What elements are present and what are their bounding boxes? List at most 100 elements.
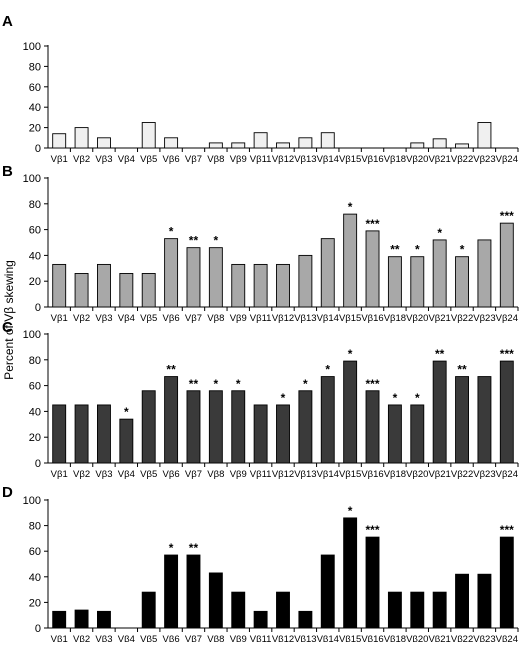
bar [276,591,290,629]
significance-marker: * [348,504,353,518]
x-tick-label: Vβ12 [272,634,294,642]
significance-marker: *** [500,347,514,361]
bar [298,610,313,629]
x-tick-label: Vβ8 [207,634,224,642]
panel-label-D: D [2,484,13,501]
bar [253,610,268,629]
x-tick-label: Vβ6 [163,634,180,642]
x-tick-label: Vβ3 [95,634,112,642]
significance-marker: *** [366,523,380,537]
bar [52,133,67,149]
significance-marker: * [169,225,174,239]
bar [253,404,268,464]
bar [387,256,402,308]
bar [52,610,67,629]
x-tick-label: Vβ14 [317,313,339,324]
bar [455,376,469,464]
significance-marker: * [393,391,398,405]
significance-marker: * [214,377,219,391]
x-tick-label: Vβ3 [95,154,112,165]
x-tick-label: Vβ13 [294,154,316,165]
bar [387,404,402,464]
bar [320,554,335,629]
significance-marker: * [236,377,241,391]
significance-marker: ** [457,363,467,377]
x-tick-label: Vβ7 [185,313,202,324]
x-tick-label: Vβ2 [73,313,90,324]
bar [499,222,514,308]
x-tick-label: Vβ8 [207,469,224,480]
bar [365,536,380,629]
x-tick-label: Vβ22 [451,313,473,324]
bar [208,390,223,464]
bar [141,122,156,149]
significance-marker: * [303,377,308,391]
x-tick-label: Vβ16 [361,634,383,642]
bar [186,554,201,629]
x-tick-label: Vβ16 [361,313,383,324]
x-tick-label: Vβ21 [428,469,450,480]
bar [52,404,67,464]
x-tick-label: Vβ12 [272,469,294,480]
y-tick-label: 100 [23,495,41,507]
bar [208,572,223,629]
x-tick-label: Vβ20 [406,634,428,642]
significance-marker: * [348,200,353,214]
significance-marker: * [415,243,420,257]
bar [231,390,246,464]
x-tick-label: Vβ1 [51,634,68,642]
significance-marker: *** [500,209,514,223]
bar [343,517,358,629]
bar [477,239,492,308]
x-tick-label: Vβ15 [339,469,361,480]
significance-marker: *** [500,523,514,537]
x-tick-label: Vβ16 [361,469,383,480]
significance-marker: * [169,541,174,555]
y-tick-label: 40 [29,102,41,114]
bar [343,213,358,308]
bar [432,138,447,149]
x-tick-label: Vβ1 [51,313,68,324]
y-tick-label: 100 [23,41,41,53]
significance-marker: *** [366,217,380,231]
bar [499,360,514,464]
bar [253,132,268,149]
x-tick-label: Vβ18 [384,634,406,642]
bar [432,360,447,464]
significance-marker: *** [366,377,380,391]
x-tick-label: Vβ16 [361,154,383,165]
x-tick-label: Vβ6 [163,154,180,165]
x-tick-label: Vβ9 [230,469,247,480]
bar [231,591,246,629]
bar [455,256,469,308]
significance-marker: ** [189,234,199,248]
y-axis-label: Percent of Vβ skewing [2,260,16,380]
bar [141,591,156,629]
bar [141,273,156,308]
bar [455,143,469,149]
bar [97,263,111,308]
x-tick-label: Vβ20 [406,154,428,165]
bar [298,390,313,464]
x-tick-label: Vβ2 [73,154,90,165]
y-tick-label: 60 [29,82,41,94]
x-tick-label: Vβ1 [51,469,68,480]
y-tick-label: 80 [29,61,41,73]
bar [410,256,425,308]
x-tick-label: Vβ2 [73,634,90,642]
panel-label-A: A [2,13,13,30]
bar [320,376,335,464]
significance-marker: ** [189,541,199,555]
x-tick-label: Vβ9 [230,634,247,642]
x-tick-label: Vβ23 [473,634,495,642]
x-tick-label: Vβ12 [272,154,294,165]
bar [320,132,335,149]
bar [119,418,134,464]
y-tick-label: 80 [29,355,41,367]
x-tick-label: Vβ13 [294,634,316,642]
bar [164,376,179,464]
x-tick-label: Vβ23 [473,154,495,165]
y-tick-label: 40 [29,406,41,418]
x-tick-label: Vβ13 [294,313,316,324]
x-tick-label: Vβ20 [406,469,428,480]
